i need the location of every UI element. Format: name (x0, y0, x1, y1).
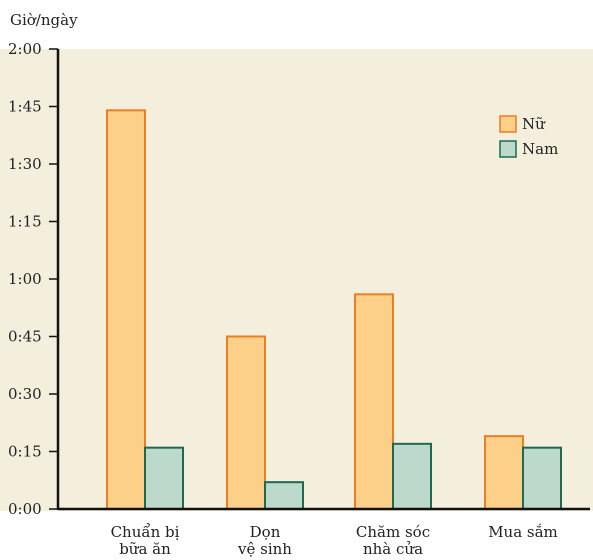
y-tick-label: 0:30 (8, 385, 42, 403)
legend: Nữ Nam (499, 115, 558, 158)
x-tick-labels: Chuẩn bị bữa ăn Dọn vệ sinh Chăm sóc nhà cửa M… (111, 523, 558, 558)
bar (392, 442, 432, 511)
legend-label: Nam (522, 140, 558, 158)
bars (106, 109, 562, 511)
y-tick-label: 0:15 (8, 443, 42, 461)
plot-background (0, 49, 593, 511)
legend-swatch (499, 115, 517, 133)
bar (264, 481, 304, 510)
y-ticks: 0:00 0:15 0:30 0:45 1:00 1:15 1:30 1:45 2:00 (8, 40, 58, 518)
bar (354, 293, 394, 511)
bar (522, 446, 562, 510)
y-axis-label: Giờ/ngày (10, 11, 78, 29)
legend-label: Nữ (522, 115, 546, 133)
y-tick-label: 1:15 (8, 213, 42, 231)
y-tick-label: 2:00 (8, 40, 42, 58)
bar (226, 335, 266, 510)
x-tick-label: Mua sắm (488, 523, 558, 541)
y-tick-label: 1:00 (8, 270, 42, 288)
y-tick-label: 1:45 (8, 98, 42, 116)
bar (106, 109, 146, 510)
bar (144, 446, 184, 510)
x-tick-label: Chuẩn bị bữa ăn (111, 523, 180, 558)
y-tick-label: 0:00 (8, 500, 42, 518)
legend-swatch (499, 140, 517, 158)
x-tick-label: Chăm sóc nhà cửa (356, 523, 430, 558)
y-tick-label: 1:30 (8, 155, 42, 173)
bar (484, 435, 524, 510)
x-tick-label: Dọn vệ sinh (237, 523, 292, 558)
y-tick-label: 0:45 (8, 328, 42, 346)
